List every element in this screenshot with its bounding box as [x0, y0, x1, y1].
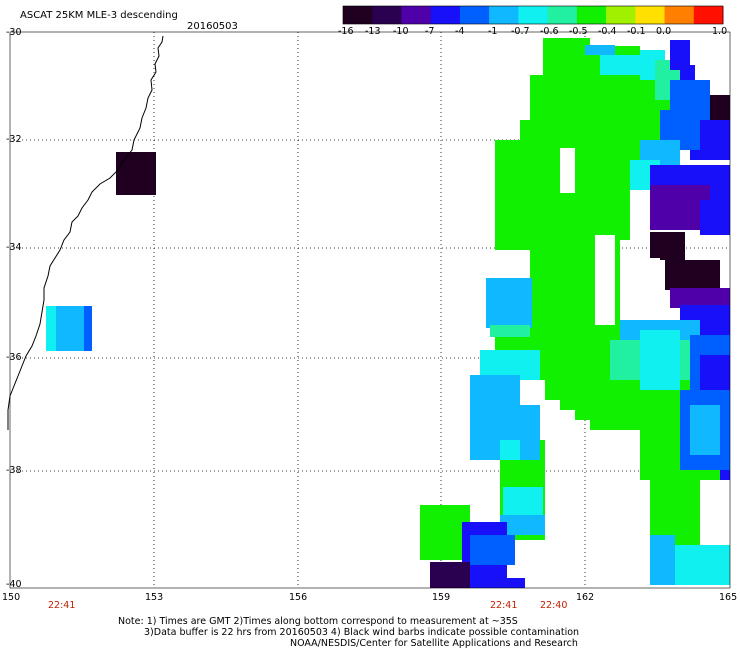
colorbar-label: 0.0: [656, 26, 672, 37]
lat-label: -40: [6, 579, 22, 590]
colorbar-label: -0.4: [598, 26, 617, 37]
lat-label: -38: [6, 465, 22, 476]
colorbar-label: -7: [425, 26, 435, 37]
colorbar-segment: [576, 6, 607, 24]
lon-label: 153: [145, 592, 164, 603]
lon-label: 162: [576, 592, 595, 603]
lat-label: -34: [6, 242, 22, 253]
lat-label: -32: [6, 134, 22, 145]
colorbar-label: -13: [365, 26, 381, 37]
map-title: ASCAT 25KM MLE-3 descending: [20, 10, 178, 21]
colorbar-segment: [664, 6, 695, 24]
colorbar-label: -0.6: [540, 26, 559, 37]
note-line: NOAA/NESDIS/Center for Satellite Applica…: [290, 638, 578, 649]
time-label: 22:41: [48, 600, 76, 611]
colorbar-segment: [401, 6, 432, 24]
colorbar-segment: [635, 6, 666, 24]
lon-label: 159: [432, 592, 451, 603]
colorbar-segment: [459, 6, 490, 24]
colorbar-segment: [489, 6, 519, 24]
colorbar-segment: [606, 6, 636, 24]
colorbar-label: -1: [488, 26, 498, 37]
colorbar-segment: [518, 6, 549, 24]
colorbar-segment: [547, 6, 578, 24]
map-date: 20160503: [187, 21, 238, 32]
note-line: 3)Data buffer is 22 hrs from 20160503 4)…: [144, 627, 580, 638]
lat-label: -30: [6, 27, 22, 38]
colorbar-label: -0.7: [511, 26, 530, 37]
colorbar-label: 1.0: [712, 26, 728, 37]
time-label: 22:40: [540, 600, 568, 611]
colorbar-segment: [430, 6, 461, 24]
map-frame: [9, 31, 731, 589]
lat-label: -36: [6, 352, 22, 363]
time-label: 22:41: [490, 600, 518, 611]
note-line: Note: 1) Times are GMT 2)Times along bot…: [118, 616, 518, 627]
colorbar-segment: [372, 6, 402, 24]
coastline: [7, 35, 164, 430]
colorbar-label: -10: [393, 26, 409, 37]
lon-label: 165: [719, 592, 738, 603]
colorbar-label: -0.1: [627, 26, 646, 37]
colorbar: [343, 6, 724, 24]
lon-label: 156: [289, 592, 308, 603]
wind-swath: [46, 38, 730, 588]
colorbar-label: -16: [338, 26, 354, 37]
lon-label: 150: [2, 592, 21, 603]
colorbar-segment: [343, 6, 373, 24]
colorbar-label: -4: [455, 26, 465, 37]
colorbar-frame: [342, 5, 724, 25]
colorbar-label: -0.5: [569, 26, 588, 37]
colorbar-segment: [693, 6, 724, 24]
